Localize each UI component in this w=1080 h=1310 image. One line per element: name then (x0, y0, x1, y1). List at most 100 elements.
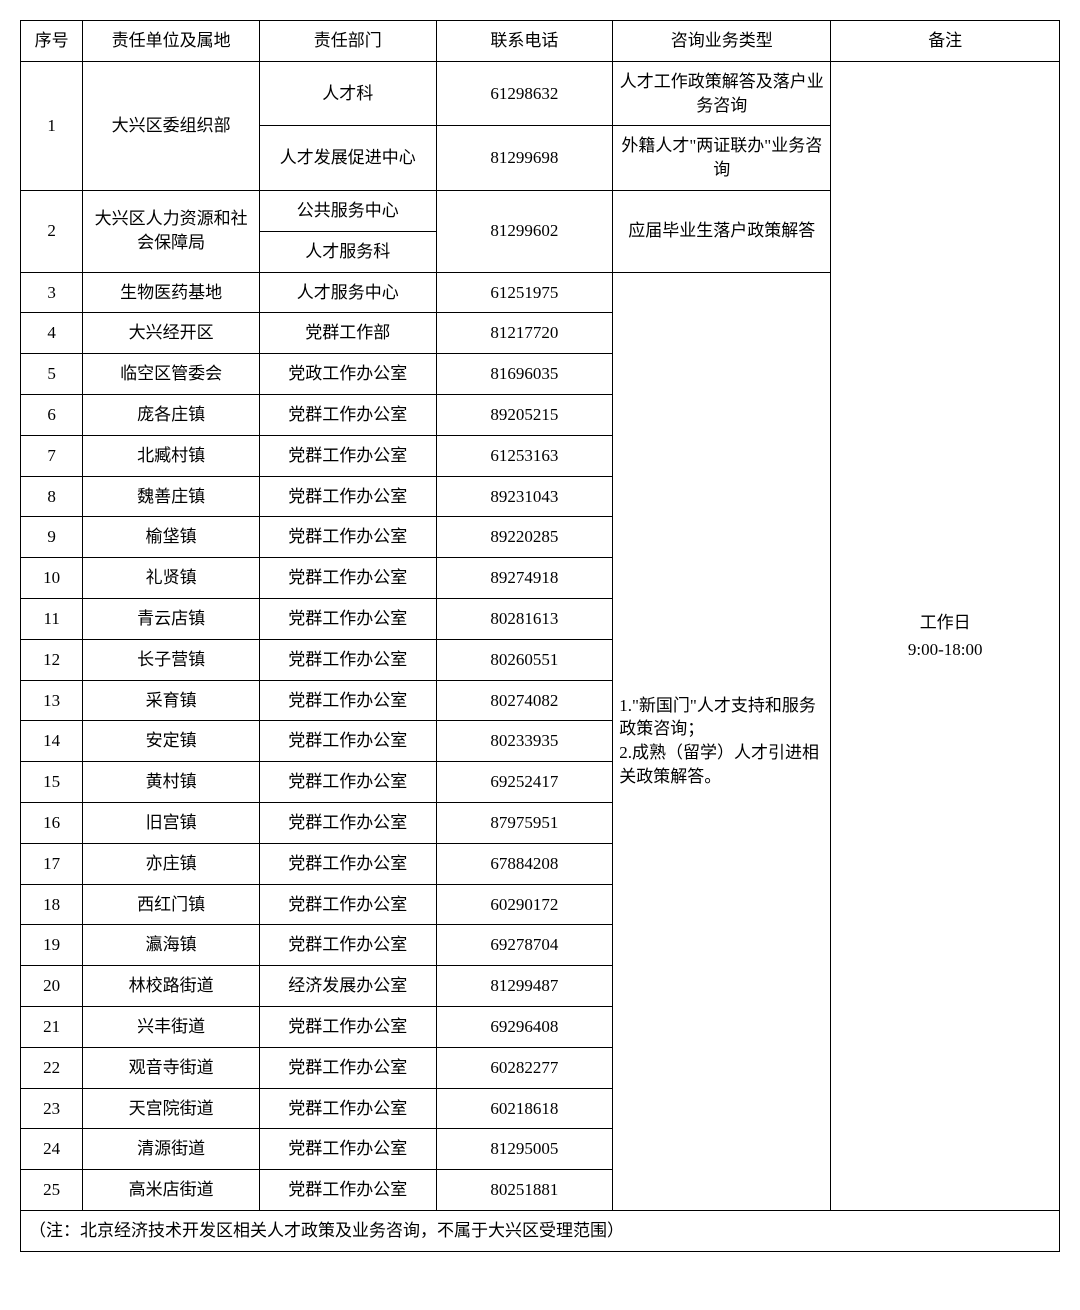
cell-biz: 人才工作政策解答及落户业务咨询 (613, 61, 831, 126)
cell-unit: 旧宫镇 (83, 802, 260, 843)
cell-seq: 4 (21, 313, 83, 354)
cell-seq: 8 (21, 476, 83, 517)
cell-phone: 89274918 (436, 558, 613, 599)
cell-seq: 16 (21, 802, 83, 843)
cell-unit: 魏善庄镇 (83, 476, 260, 517)
cell-unit: 天宫院街道 (83, 1088, 260, 1129)
cell-phone: 80233935 (436, 721, 613, 762)
cell-seq: 3 (21, 272, 83, 313)
cell-unit: 林校路街道 (83, 966, 260, 1007)
cell-seq: 6 (21, 394, 83, 435)
cell-dept: 党群工作办公室 (259, 843, 436, 884)
cell-dept: 党群工作办公室 (259, 394, 436, 435)
cell-unit: 大兴区人力资源和社会保障局 (83, 190, 260, 272)
cell-phone: 61253163 (436, 435, 613, 476)
cell-dept: 党群工作办公室 (259, 639, 436, 680)
cell-seq: 10 (21, 558, 83, 599)
cell-seq: 17 (21, 843, 83, 884)
cell-phone: 80281613 (436, 598, 613, 639)
cell-seq: 14 (21, 721, 83, 762)
cell-seq: 20 (21, 966, 83, 1007)
cell-unit: 清源街道 (83, 1129, 260, 1170)
cell-seq: 13 (21, 680, 83, 721)
cell-biz-merged: 1."新国门"人才支持和服务政策咨询； 2.成熟（留学）人才引进相关政策解答。 (613, 272, 831, 1210)
header-note: 备注 (831, 21, 1060, 62)
cell-phone: 61298632 (436, 61, 613, 126)
cell-dept: 人才服务中心 (259, 272, 436, 313)
cell-dept: 党群工作办公室 (259, 558, 436, 599)
cell-dept: 党群工作办公室 (259, 762, 436, 803)
cell-seq: 21 (21, 1006, 83, 1047)
cell-dept: 党群工作办公室 (259, 925, 436, 966)
cell-dept: 党群工作办公室 (259, 1006, 436, 1047)
cell-dept: 党群工作办公室 (259, 1047, 436, 1088)
cell-dept: 经济发展办公室 (259, 966, 436, 1007)
cell-dept: 党群工作办公室 (259, 680, 436, 721)
cell-seq: 19 (21, 925, 83, 966)
cell-unit: 西红门镇 (83, 884, 260, 925)
header-phone: 联系电话 (436, 21, 613, 62)
cell-dept: 人才发展促进中心 (259, 126, 436, 191)
cell-phone: 89205215 (436, 394, 613, 435)
cell-dept: 党群工作办公室 (259, 435, 436, 476)
cell-phone: 89220285 (436, 517, 613, 558)
cell-note: 工作日 9:00-18:00 (831, 61, 1060, 1210)
cell-phone: 80274082 (436, 680, 613, 721)
cell-phone: 89231043 (436, 476, 613, 517)
header-row: 序号 责任单位及属地 责任部门 联系电话 咨询业务类型 备注 (21, 21, 1060, 62)
contact-table: 序号 责任单位及属地 责任部门 联系电话 咨询业务类型 备注 1 大兴区委组织部… (20, 20, 1060, 1252)
cell-dept: 党群工作办公室 (259, 802, 436, 843)
cell-dept: 党群工作办公室 (259, 598, 436, 639)
cell-dept: 党群工作办公室 (259, 884, 436, 925)
cell-unit: 青云店镇 (83, 598, 260, 639)
cell-phone: 67884208 (436, 843, 613, 884)
cell-biz: 应届毕业生落户政策解答 (613, 190, 831, 272)
cell-unit: 大兴经开区 (83, 313, 260, 354)
table-row: 1 大兴区委组织部 人才科 61298632 人才工作政策解答及落户业务咨询 工… (21, 61, 1060, 126)
cell-phone: 60218618 (436, 1088, 613, 1129)
cell-phone: 80260551 (436, 639, 613, 680)
cell-dept: 公共服务中心 (259, 190, 436, 231)
header-seq: 序号 (21, 21, 83, 62)
table-body: 1 大兴区委组织部 人才科 61298632 人才工作政策解答及落户业务咨询 工… (21, 61, 1060, 1210)
cell-phone: 81696035 (436, 354, 613, 395)
footnote-cell: （注：北京经济技术开发区相关人才政策及业务咨询，不属于大兴区受理范围） (21, 1210, 1060, 1251)
cell-unit: 北臧村镇 (83, 435, 260, 476)
cell-seq: 23 (21, 1088, 83, 1129)
cell-seq: 1 (21, 61, 83, 190)
cell-unit: 长子营镇 (83, 639, 260, 680)
cell-dept: 党群工作办公室 (259, 517, 436, 558)
cell-unit: 临空区管委会 (83, 354, 260, 395)
cell-seq: 12 (21, 639, 83, 680)
cell-seq: 24 (21, 1129, 83, 1170)
cell-seq: 2 (21, 190, 83, 272)
cell-phone: 87975951 (436, 802, 613, 843)
cell-dept: 党群工作办公室 (259, 721, 436, 762)
cell-dept: 党群工作办公室 (259, 1088, 436, 1129)
cell-dept: 人才服务科 (259, 231, 436, 272)
cell-seq: 22 (21, 1047, 83, 1088)
cell-unit: 礼贤镇 (83, 558, 260, 599)
cell-unit: 生物医药基地 (83, 272, 260, 313)
cell-phone: 81295005 (436, 1129, 613, 1170)
cell-dept: 党政工作办公室 (259, 354, 436, 395)
cell-phone: 81299698 (436, 126, 613, 191)
cell-phone: 60290172 (436, 884, 613, 925)
cell-seq: 15 (21, 762, 83, 803)
footnote-row: （注：北京经济技术开发区相关人才政策及业务咨询，不属于大兴区受理范围） (21, 1210, 1060, 1251)
cell-seq: 25 (21, 1170, 83, 1211)
cell-unit: 榆垡镇 (83, 517, 260, 558)
cell-phone: 81299602 (436, 190, 613, 272)
cell-dept: 党群工作办公室 (259, 1170, 436, 1211)
header-dept: 责任部门 (259, 21, 436, 62)
cell-phone: 69252417 (436, 762, 613, 803)
cell-unit: 采育镇 (83, 680, 260, 721)
cell-seq: 5 (21, 354, 83, 395)
cell-unit: 大兴区委组织部 (83, 61, 260, 190)
cell-unit: 兴丰街道 (83, 1006, 260, 1047)
cell-seq: 9 (21, 517, 83, 558)
cell-unit: 观音寺街道 (83, 1047, 260, 1088)
cell-biz: 外籍人才"两证联办"业务咨询 (613, 126, 831, 191)
cell-phone: 80251881 (436, 1170, 613, 1211)
header-unit: 责任单位及属地 (83, 21, 260, 62)
